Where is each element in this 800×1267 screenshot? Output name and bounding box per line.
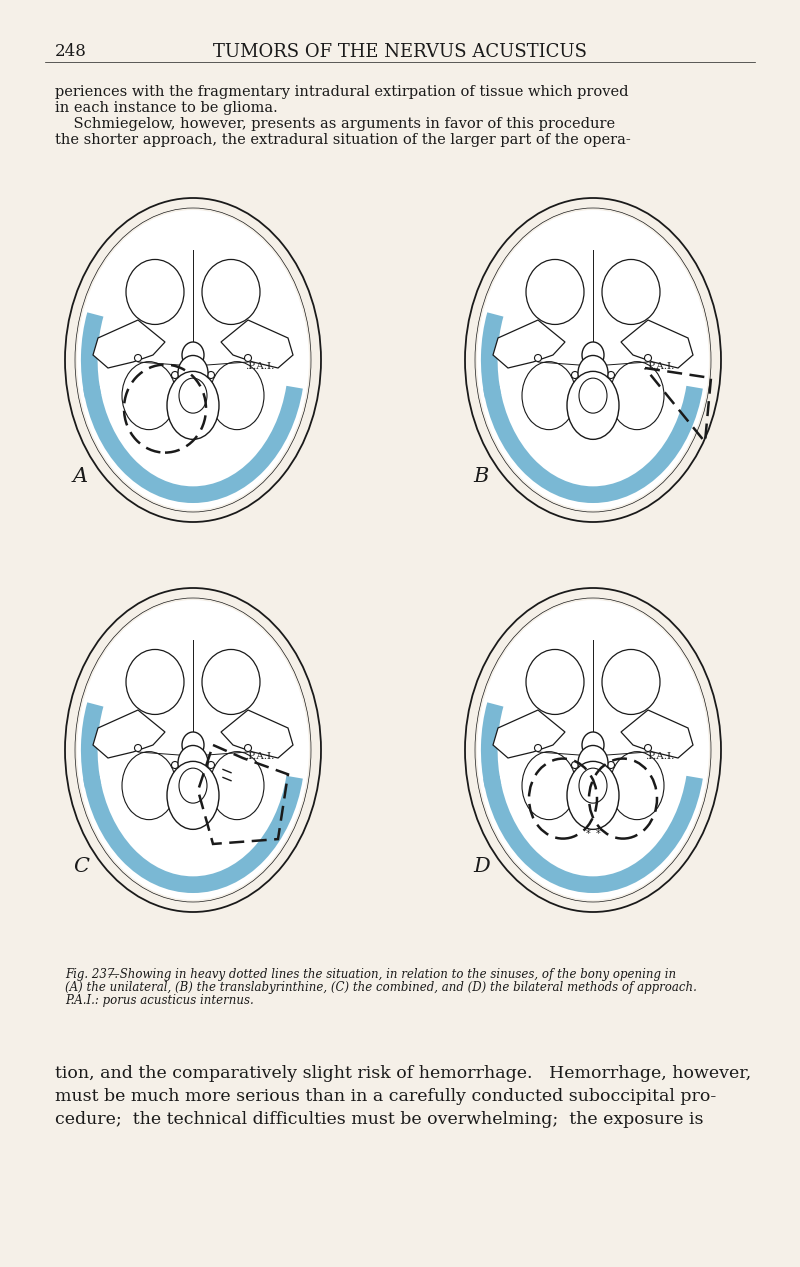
Ellipse shape xyxy=(645,745,651,751)
Ellipse shape xyxy=(182,342,204,367)
Ellipse shape xyxy=(122,361,176,430)
Text: *: * xyxy=(596,829,600,839)
Ellipse shape xyxy=(534,745,542,751)
Text: —Showing in heavy dotted lines the situation, in relation to the sinuses, of the: —Showing in heavy dotted lines the situa… xyxy=(108,968,676,981)
Text: in each instance to be glioma.: in each instance to be glioma. xyxy=(55,101,278,115)
Ellipse shape xyxy=(522,361,576,430)
Ellipse shape xyxy=(465,588,721,912)
Ellipse shape xyxy=(210,361,264,430)
Ellipse shape xyxy=(171,761,178,769)
Ellipse shape xyxy=(582,342,604,367)
Text: B: B xyxy=(473,468,488,487)
Text: (A) the unilateral, (B) the translabyrinthine, (C) the combined, and (D) the bil: (A) the unilateral, (B) the translabyrin… xyxy=(65,981,697,995)
Ellipse shape xyxy=(65,588,321,912)
Ellipse shape xyxy=(571,371,578,379)
Polygon shape xyxy=(93,710,165,758)
Ellipse shape xyxy=(202,650,260,715)
Ellipse shape xyxy=(567,371,619,440)
Text: cedure;  the technical difficulties must be overwhelming;  the exposure is: cedure; the technical difficulties must … xyxy=(55,1111,703,1128)
Ellipse shape xyxy=(465,198,721,522)
Ellipse shape xyxy=(122,751,176,820)
Ellipse shape xyxy=(179,768,207,803)
Ellipse shape xyxy=(582,732,604,758)
Ellipse shape xyxy=(578,745,608,780)
Ellipse shape xyxy=(178,745,208,780)
Ellipse shape xyxy=(134,355,142,361)
Ellipse shape xyxy=(245,745,251,751)
Text: D: D xyxy=(473,858,490,877)
Text: 248: 248 xyxy=(55,43,87,61)
Ellipse shape xyxy=(134,745,142,751)
Polygon shape xyxy=(621,321,693,367)
Ellipse shape xyxy=(167,761,219,830)
Ellipse shape xyxy=(526,650,584,715)
Ellipse shape xyxy=(602,260,660,324)
Text: .P.A.I.: .P.A.I. xyxy=(645,362,674,371)
Ellipse shape xyxy=(571,761,578,769)
Text: must be much more serious than in a carefully conducted suboccipital pro-: must be much more serious than in a care… xyxy=(55,1088,716,1105)
Ellipse shape xyxy=(182,732,204,758)
Polygon shape xyxy=(93,321,165,367)
Ellipse shape xyxy=(77,601,309,900)
Ellipse shape xyxy=(602,650,660,715)
Ellipse shape xyxy=(210,751,264,820)
Ellipse shape xyxy=(522,751,576,820)
Text: Schmiegelow, however, presents as arguments in favor of this procedure: Schmiegelow, however, presents as argume… xyxy=(55,117,615,131)
Ellipse shape xyxy=(126,650,184,715)
Ellipse shape xyxy=(167,371,219,440)
Ellipse shape xyxy=(126,260,184,324)
Text: P.A.I.: porus acusticus internus.: P.A.I.: porus acusticus internus. xyxy=(65,995,254,1007)
Text: periences with the fragmentary intradural extirpation of tissue which proved: periences with the fragmentary intradura… xyxy=(55,85,629,99)
Ellipse shape xyxy=(65,198,321,522)
Ellipse shape xyxy=(171,371,178,379)
Ellipse shape xyxy=(77,210,309,511)
Ellipse shape xyxy=(607,371,614,379)
Text: Fig. 237.: Fig. 237. xyxy=(65,968,118,981)
Text: the shorter approach, the extradural situation of the larger part of the opera-: the shorter approach, the extradural sit… xyxy=(55,133,630,147)
Text: tion, and the comparatively slight risk of hemorrhage.   Hemorrhage, however,: tion, and the comparatively slight risk … xyxy=(55,1066,751,1082)
Text: A: A xyxy=(73,468,88,487)
Polygon shape xyxy=(621,710,693,758)
Ellipse shape xyxy=(477,601,709,900)
Polygon shape xyxy=(493,710,565,758)
Ellipse shape xyxy=(578,356,608,390)
Ellipse shape xyxy=(202,260,260,324)
Ellipse shape xyxy=(567,761,619,830)
Ellipse shape xyxy=(534,355,542,361)
Ellipse shape xyxy=(179,378,207,413)
Text: C: C xyxy=(73,858,89,877)
Polygon shape xyxy=(493,321,565,367)
Text: .P.A.I.: .P.A.I. xyxy=(245,362,274,371)
Text: *: * xyxy=(586,829,590,839)
Polygon shape xyxy=(221,321,293,367)
Ellipse shape xyxy=(207,761,214,769)
Ellipse shape xyxy=(610,751,664,820)
Text: .P.A.I.: .P.A.I. xyxy=(645,753,674,761)
Ellipse shape xyxy=(207,371,214,379)
Ellipse shape xyxy=(579,768,607,803)
Ellipse shape xyxy=(526,260,584,324)
Text: TUMORS OF THE NERVUS ACUSTICUS: TUMORS OF THE NERVUS ACUSTICUS xyxy=(213,43,587,61)
Ellipse shape xyxy=(607,761,614,769)
Ellipse shape xyxy=(245,355,251,361)
Polygon shape xyxy=(221,710,293,758)
Ellipse shape xyxy=(579,378,607,413)
Ellipse shape xyxy=(178,356,208,390)
Ellipse shape xyxy=(477,210,709,511)
Ellipse shape xyxy=(610,361,664,430)
Text: .P.A.I.: .P.A.I. xyxy=(245,753,274,761)
Ellipse shape xyxy=(645,355,651,361)
